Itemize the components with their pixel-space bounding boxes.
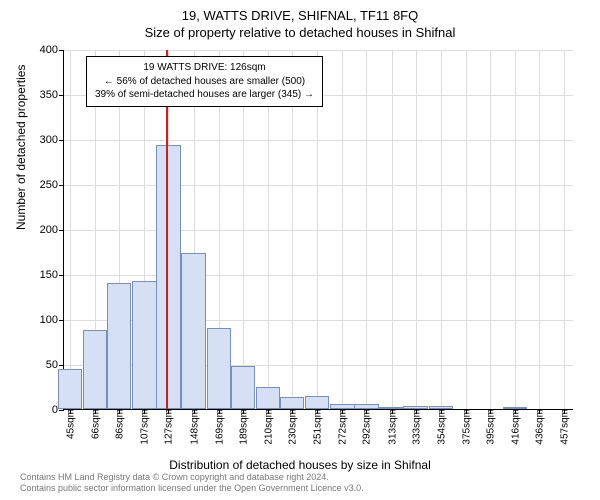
subtitle: Size of property relative to detached ho…	[0, 25, 600, 40]
histogram-bar	[330, 404, 355, 409]
gridline-v	[441, 50, 442, 409]
gridline-h	[64, 230, 573, 231]
histogram-bar	[58, 369, 83, 410]
annotation-line1: 19 WATTS DRIVE: 126sqm	[95, 61, 314, 75]
gridline-v	[490, 50, 491, 409]
y-tick-label: 200	[40, 224, 64, 236]
gridline-h	[64, 275, 573, 276]
footer-attribution: Contains HM Land Registry data © Crown c…	[20, 472, 364, 495]
gridline-v	[539, 50, 540, 409]
histogram-bar	[403, 406, 428, 409]
x-tick-label: 210sqm	[262, 409, 275, 445]
annotation-box: 19 WATTS DRIVE: 126sqm← 56% of detached …	[86, 56, 323, 107]
histogram-bar	[207, 328, 232, 409]
x-tick-label: 251sqm	[311, 409, 324, 445]
x-tick-label: 313sqm	[385, 409, 398, 445]
chart-header: 19, WATTS DRIVE, SHIFNAL, TF11 8FQ Size …	[0, 0, 600, 40]
histogram-bar	[181, 253, 206, 409]
histogram-bar	[305, 396, 330, 410]
gridline-v	[416, 50, 417, 409]
gridline-v	[392, 50, 393, 409]
gridline-v	[70, 50, 71, 409]
x-tick-label: 333sqm	[409, 409, 422, 445]
x-tick-label: 45sqm	[64, 409, 77, 439]
x-tick-label: 86sqm	[113, 409, 126, 439]
histogram-bar	[256, 387, 281, 410]
x-tick-label: 148sqm	[187, 409, 200, 445]
x-tick-label: 107sqm	[138, 409, 151, 445]
annotation-line3: 39% of semi-detached houses are larger (…	[95, 88, 314, 102]
y-tick-label: 150	[40, 269, 64, 281]
x-tick-label: 375sqm	[460, 409, 473, 445]
gridline-h	[64, 50, 573, 51]
x-tick-label: 272sqm	[336, 409, 349, 445]
histogram-bar	[354, 404, 379, 409]
x-tick-label: 230sqm	[286, 409, 299, 445]
y-tick-label: 350	[40, 89, 64, 101]
footer-line-2: Contains public sector information licen…	[20, 483, 364, 494]
x-tick-label: 292sqm	[360, 409, 373, 445]
gridline-v	[515, 50, 516, 409]
y-tick-label: 400	[40, 44, 64, 56]
footer-line-1: Contains HM Land Registry data © Crown c…	[20, 472, 364, 483]
y-axis-title: Number of detached properties	[14, 65, 28, 230]
gridline-h	[64, 140, 573, 141]
y-tick-label: 100	[40, 314, 64, 326]
gridline-v	[466, 50, 467, 409]
plot-surface: 05010015020025030035040045sqm66sqm86sqm1…	[63, 50, 573, 410]
x-tick-label: 416sqm	[509, 409, 522, 445]
histogram-bar	[280, 397, 305, 409]
histogram-bar	[231, 366, 256, 409]
histogram-bar	[132, 281, 157, 409]
gridline-v	[366, 50, 367, 409]
x-tick-label: 169sqm	[212, 409, 225, 445]
chart-plot-area: 05010015020025030035040045sqm66sqm86sqm1…	[63, 50, 573, 410]
histogram-bar	[379, 407, 404, 409]
y-tick-label: 250	[40, 179, 64, 191]
gridline-v	[342, 50, 343, 409]
x-axis-title: Distribution of detached houses by size …	[0, 458, 600, 472]
x-tick-label: 189sqm	[236, 409, 249, 445]
x-tick-label: 66sqm	[89, 409, 102, 439]
y-tick-label: 300	[40, 134, 64, 146]
histogram-bar	[429, 406, 454, 409]
gridline-v	[564, 50, 565, 409]
x-tick-label: 457sqm	[558, 409, 571, 445]
histogram-bar	[83, 330, 108, 409]
histogram-bar	[156, 145, 181, 409]
address-line: 19, WATTS DRIVE, SHIFNAL, TF11 8FQ	[0, 8, 600, 23]
x-tick-label: 395sqm	[484, 409, 497, 445]
x-tick-label: 354sqm	[434, 409, 447, 445]
x-tick-label: 436sqm	[533, 409, 546, 445]
histogram-bar	[107, 283, 132, 409]
annotation-line2: ← 56% of detached houses are smaller (50…	[95, 75, 314, 89]
gridline-h	[64, 185, 573, 186]
histogram-bar	[503, 407, 528, 409]
x-tick-label: 127sqm	[162, 409, 175, 445]
